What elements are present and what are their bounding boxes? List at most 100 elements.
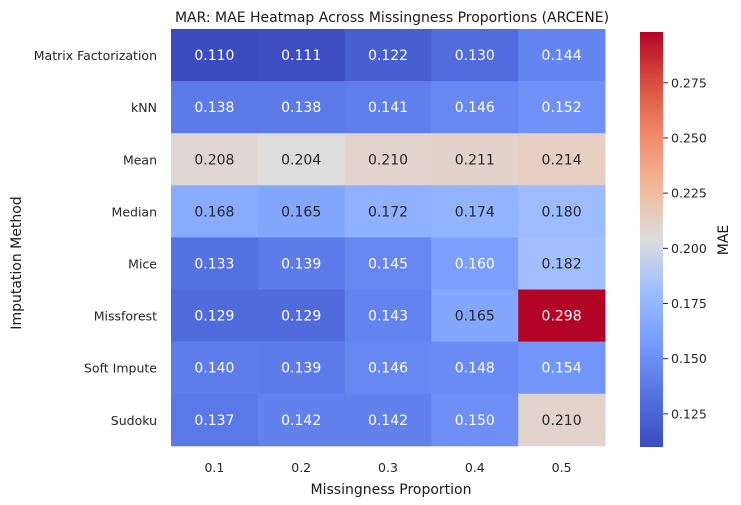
cell-value-label: 0.139 [281,256,321,272]
cell-value-label: 0.139 [281,361,321,377]
y-tick-label: Mice [128,256,157,271]
colorbar-ticks: 0.125 0.150 0.175 0.200 0.225 0.250 0.275 [663,75,707,421]
cell-value-label: 0.137 [194,413,234,429]
cell-value-label: 0.150 [455,413,495,429]
cell-value-label: 0.130 [455,48,495,64]
heatmap-cell [171,393,259,447]
y-tick-label: Sudoku [111,413,157,428]
cell-value-label: 0.144 [542,48,582,64]
colorbar-tick-label: 0.200 [671,241,707,256]
cell-value-label: 0.142 [281,413,321,429]
cell-value-label: 0.129 [194,309,234,325]
y-tick-label: Mean [123,152,157,167]
cell-value-label: 0.110 [194,48,234,64]
heatmap-cell [518,237,606,290]
heatmap-cell [171,133,259,186]
x-tick-labels: 0.1 0.2 0.3 0.4 0.5 [204,460,571,475]
colorbar-tick-label: 0.125 [671,406,707,421]
heatmap-cell [257,289,346,343]
cell-value-label: 0.160 [455,256,495,272]
heatmap-cell [431,237,519,290]
cell-value-label: 0.146 [368,361,408,377]
heatmap-cell [257,393,346,447]
cell-value-label: 0.214 [542,152,582,168]
heatmap-cell [344,29,432,82]
cell-value-label: 0.180 [542,204,582,220]
heatmap-cell [171,81,259,134]
heatmap-cell [518,341,606,395]
y-tick-label: Matrix Factorization [34,48,157,63]
heatmap-cell [171,237,259,290]
cell-value-label: 0.165 [455,309,495,325]
cell-value-label: 0.143 [368,309,408,325]
colorbar-tick-label: 0.175 [671,296,707,311]
heatmap-cell [518,185,606,238]
heatmap-cell [518,29,606,82]
cell-value-label: 0.148 [455,361,495,377]
cell-value-label: 0.133 [194,256,234,272]
heatmap-cell [344,289,432,343]
heatmap-cell [257,29,346,82]
heatmap-cell [344,81,432,134]
cell-value-label: 0.145 [368,256,408,272]
cell-value-label: 0.142 [368,413,408,429]
heatmap-cell [518,81,606,134]
cell-value-label: 0.210 [542,413,582,429]
y-tick-label: Median [112,204,157,219]
heatmap-cell [431,289,519,343]
heatmap-cell [257,81,346,134]
x-axis-label: Missingness Proportion [311,482,472,498]
cell-value-label: 0.140 [194,361,234,377]
heatmap-cell [518,133,606,186]
heatmap-cell [431,133,519,186]
cell-value-label: 0.210 [368,152,408,168]
heatmap-cell [171,289,259,343]
heatmap-cell [431,341,519,395]
cell-value-label: 0.152 [542,100,582,116]
heatmap-cell [171,341,259,395]
heatmap-cell [257,185,346,238]
heatmap-cell [431,81,519,134]
heatmap-cell [431,393,519,447]
heatmap-cell [344,133,432,186]
heatmap-cell [171,185,259,238]
colorbar-tick-label: 0.225 [671,186,707,201]
heatmap-cell [171,29,259,82]
cell-value-label: 0.122 [368,48,408,64]
colorbar-tick-label: 0.150 [671,351,707,366]
x-tick-label: 0.4 [465,460,485,475]
heatmap-cell [257,341,346,395]
cell-value-label: 0.138 [194,100,234,116]
cell-value-label: 0.154 [542,361,582,377]
y-tick-labels: Matrix Factorization kNN Mean Median Mice Mis… [34,48,158,428]
cell-value-label: 0.182 [542,256,582,272]
chart-title: MAR: MAE Heatmap Across Missingness Prop… [175,10,609,26]
cell-value-label: 0.172 [368,204,408,220]
heatmap-cell [257,133,346,186]
heatmap-cell [518,393,606,447]
cell-value-label: 0.204 [281,152,321,168]
cell-value-label: 0.138 [281,100,321,116]
heatmap-cell [518,289,606,343]
cell-value-label: 0.298 [542,309,582,325]
cell-value-label: 0.141 [368,100,408,116]
cell-value-label: 0.174 [455,204,495,220]
cell-value-label: 0.208 [194,152,234,168]
heatmap-cell [344,237,432,290]
x-tick-label: 0.1 [204,460,224,475]
colorbar-tick-label: 0.275 [671,75,707,90]
cell-value-label: 0.146 [455,100,495,116]
heatmap-cell [344,393,432,447]
cell-value-label: 0.168 [194,204,234,220]
colorbar-tick-label: 0.250 [671,130,707,145]
x-tick-label: 0.2 [291,460,311,475]
y-tick-label: kNN [131,100,157,115]
x-tick-label: 0.5 [552,460,572,475]
cell-value-label: 0.129 [281,309,321,325]
y-tick-label: Soft Impute [84,361,157,376]
heatmap-cell [431,185,519,238]
y-tick-label: Missforest [94,309,157,324]
heatmap-cell [257,237,346,290]
heatmap-cells: 0.110 0.111 0.122 0.130 0.144 0.138 0.138 0.141… [171,29,606,447]
